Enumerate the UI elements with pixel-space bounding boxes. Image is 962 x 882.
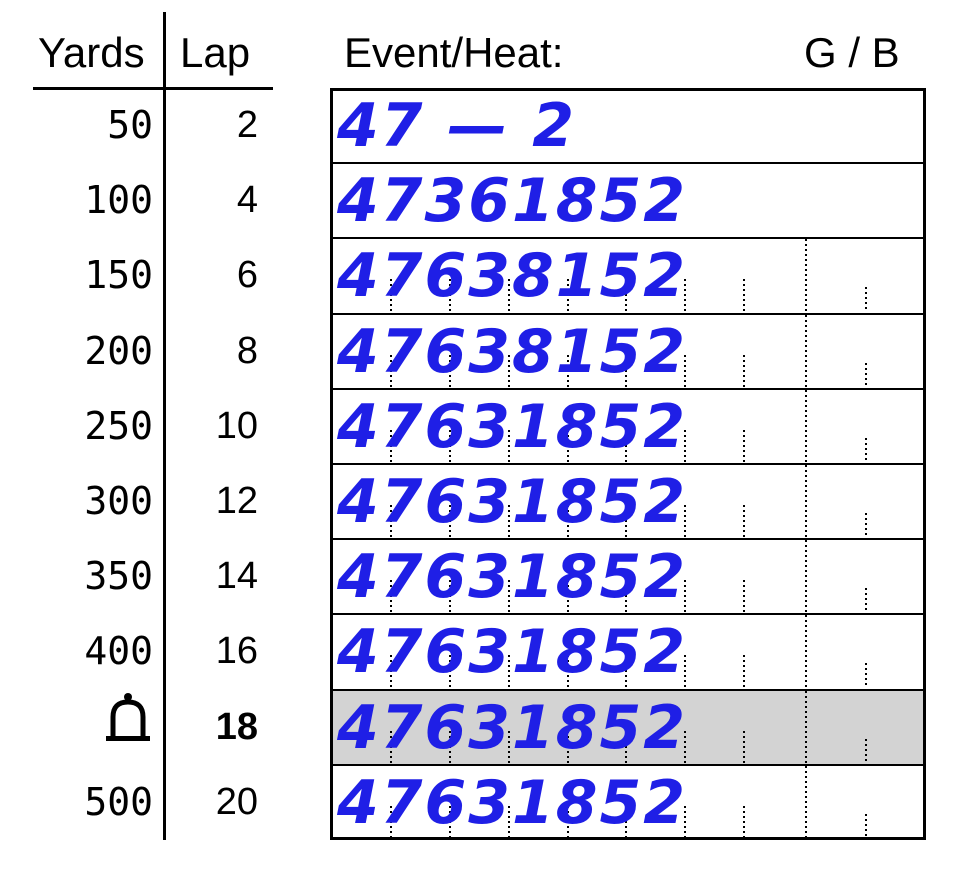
handwritten-entry: 47631852: [337, 391, 687, 462]
split-entry-box: 47 — 2 47361852 47638152 47638152 47631852 47…: [330, 88, 926, 840]
yards-value: 400: [84, 629, 153, 674]
handwritten-entry: 47631852: [337, 767, 687, 838]
column-divider: [163, 12, 166, 840]
yards-value: 200: [84, 328, 153, 373]
dotted-guides: [390, 465, 867, 537]
lap-value: 2: [236, 104, 258, 146]
entry-row[interactable]: 47638152: [333, 239, 923, 315]
entry-row[interactable]: 47638152: [333, 314, 923, 390]
lap-value: 4: [236, 179, 258, 222]
handwritten-entry: 47631852: [337, 467, 687, 537]
handwritten-entry: 47638152: [337, 241, 687, 312]
handwritten-entry: 47631852: [337, 617, 687, 688]
dotted-guides: [390, 615, 867, 688]
handwritten-entry: 47638152: [337, 316, 687, 387]
dotted-guides: [390, 690, 867, 763]
entry-row[interactable]: 47361852: [333, 164, 923, 240]
entry-row[interactable]: 47631852: [333, 389, 923, 465]
dotted-guides: [390, 239, 867, 312]
handwritten-entry: 47631852: [337, 542, 687, 613]
lap-value: 12: [215, 480, 258, 522]
handwritten-entry: 47631852: [337, 692, 687, 763]
yards-value: 500: [84, 779, 153, 824]
lap-value: 6: [236, 254, 258, 297]
yards-value: 50: [107, 103, 153, 147]
lap-value: 8: [236, 329, 258, 372]
dotted-guides: [390, 314, 867, 387]
yards-value: 100: [84, 178, 153, 223]
event-heat-label: Event/Heat:: [344, 29, 564, 76]
yards-value: 150: [84, 253, 153, 298]
yards-value: 250: [84, 403, 153, 448]
entry-row[interactable]: 47631852: [333, 690, 923, 766]
dotted-guides: [390, 389, 867, 462]
lap-value: 10: [215, 404, 258, 447]
lap-value: 20: [215, 780, 258, 823]
yards-header: Yards: [38, 29, 145, 76]
yards-value: 350: [84, 554, 153, 599]
dotted-guides: [390, 540, 867, 613]
bell-icon: [106, 693, 150, 741]
lap-value: 14: [215, 555, 258, 598]
dotted-guides: [390, 765, 867, 838]
entry-row[interactable]: 47 — 2: [333, 89, 923, 165]
handwritten-entry: 47 — 2: [337, 91, 577, 161]
lap-header: Lap: [180, 29, 251, 76]
entry-row[interactable]: 47631852: [333, 765, 923, 841]
entry-row[interactable]: 47631852: [333, 615, 923, 691]
lap-value: 18: [215, 705, 258, 748]
gender-label: G / B: [804, 29, 900, 76]
yards-value: 300: [84, 479, 153, 523]
header-underline: [33, 87, 273, 90]
handwritten-entry: 47361852: [337, 166, 687, 237]
entry-row[interactable]: 47631852: [333, 465, 923, 541]
lap-value: 16: [215, 630, 258, 673]
entry-row[interactable]: 47631852: [333, 540, 923, 616]
